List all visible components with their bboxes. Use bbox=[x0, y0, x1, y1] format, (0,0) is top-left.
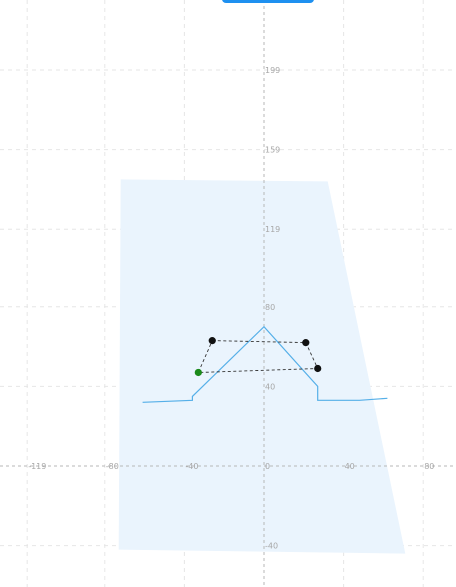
tick-labels: -119 -80 -40 0 40 80 199 159 119 80 40 -40 bbox=[28, 66, 434, 551]
zone-handle-active[interactable] bbox=[194, 368, 202, 377]
zone-handle[interactable] bbox=[314, 364, 322, 373]
zone-handle[interactable] bbox=[302, 339, 310, 347]
sensor-area bbox=[118, 179, 406, 554]
coverage-area bbox=[118, 179, 406, 554]
x-tick-label: 80 bbox=[424, 462, 434, 471]
path-lines bbox=[142, 325, 388, 403]
y-tick-label: -40 bbox=[265, 542, 278, 551]
y-tick-label: 40 bbox=[265, 382, 275, 391]
x-tick-label: 0 bbox=[265, 462, 270, 471]
y-tick-label: 80 bbox=[265, 303, 275, 312]
editable-zone[interactable] bbox=[194, 337, 322, 377]
x-tick-label: -119 bbox=[28, 462, 46, 471]
x-tick-label: -40 bbox=[185, 462, 198, 471]
y-tick-label: 119 bbox=[265, 225, 280, 234]
x-tick-label: 40 bbox=[345, 462, 355, 471]
zone-handle[interactable] bbox=[208, 337, 216, 345]
y-tick-label: 159 bbox=[265, 146, 280, 155]
top-action-button[interactable] bbox=[222, 0, 314, 3]
x-tick-label: -80 bbox=[106, 462, 119, 471]
y-tick-label: 199 bbox=[265, 66, 280, 75]
trajectory-line bbox=[142, 325, 388, 403]
